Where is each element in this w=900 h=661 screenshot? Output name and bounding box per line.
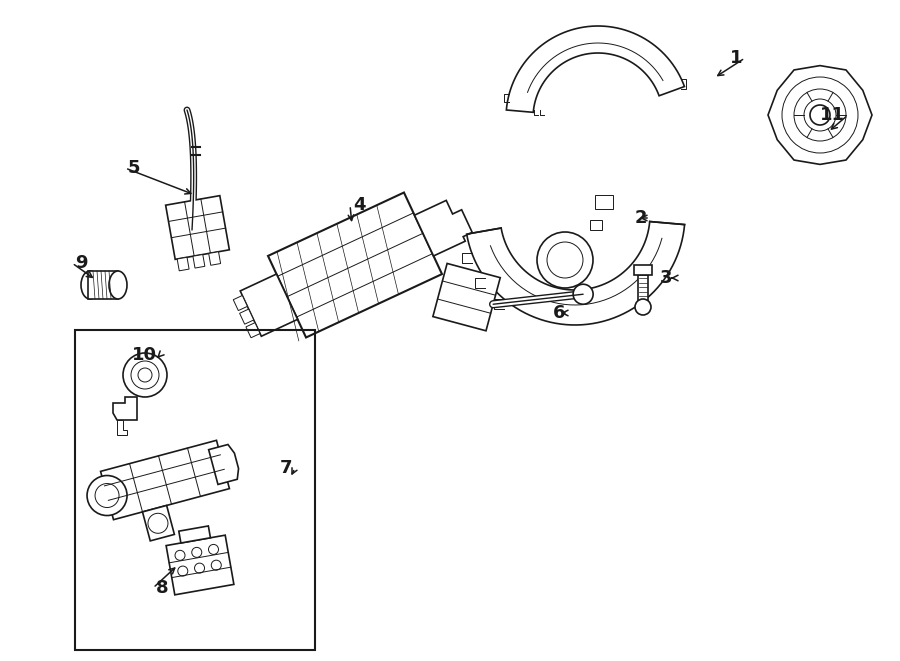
- Polygon shape: [166, 196, 230, 259]
- Bar: [88, 271, 118, 299]
- Circle shape: [810, 105, 830, 125]
- Polygon shape: [117, 420, 127, 435]
- Circle shape: [87, 475, 127, 516]
- Polygon shape: [233, 295, 248, 311]
- Polygon shape: [142, 506, 175, 541]
- Polygon shape: [240, 274, 298, 336]
- Text: 2: 2: [634, 209, 647, 227]
- Ellipse shape: [81, 271, 99, 299]
- Polygon shape: [239, 309, 254, 324]
- Text: 11: 11: [820, 106, 845, 124]
- Polygon shape: [268, 192, 442, 338]
- Bar: [595, 195, 613, 209]
- Circle shape: [209, 545, 219, 555]
- Circle shape: [175, 551, 185, 561]
- Polygon shape: [433, 264, 500, 330]
- Polygon shape: [246, 323, 260, 338]
- Circle shape: [537, 232, 593, 288]
- Text: 8: 8: [156, 579, 168, 597]
- Polygon shape: [193, 254, 205, 268]
- Text: 6: 6: [553, 304, 565, 322]
- Polygon shape: [113, 397, 137, 420]
- Ellipse shape: [109, 271, 127, 299]
- Circle shape: [194, 563, 204, 573]
- Polygon shape: [209, 444, 238, 485]
- Bar: [634, 265, 652, 275]
- Text: 7: 7: [280, 459, 292, 477]
- Circle shape: [635, 299, 651, 315]
- Polygon shape: [166, 535, 234, 595]
- Polygon shape: [415, 200, 473, 256]
- Polygon shape: [768, 65, 872, 165]
- Circle shape: [212, 560, 221, 570]
- Polygon shape: [101, 440, 230, 520]
- Bar: [75, 330, 315, 650]
- Text: 5: 5: [128, 159, 140, 177]
- Text: 4: 4: [353, 196, 365, 214]
- Text: 9: 9: [75, 254, 87, 272]
- Circle shape: [178, 566, 188, 576]
- Polygon shape: [467, 221, 685, 325]
- Circle shape: [192, 547, 202, 557]
- Circle shape: [138, 368, 152, 382]
- Circle shape: [123, 353, 167, 397]
- Circle shape: [573, 284, 593, 304]
- Text: 10: 10: [132, 346, 157, 364]
- Polygon shape: [177, 257, 189, 271]
- Polygon shape: [179, 526, 211, 543]
- Bar: [590, 220, 602, 230]
- Text: 1: 1: [730, 49, 742, 67]
- Bar: [638, 275, 648, 303]
- Polygon shape: [209, 252, 220, 265]
- Text: 3: 3: [660, 269, 672, 287]
- Polygon shape: [507, 26, 685, 112]
